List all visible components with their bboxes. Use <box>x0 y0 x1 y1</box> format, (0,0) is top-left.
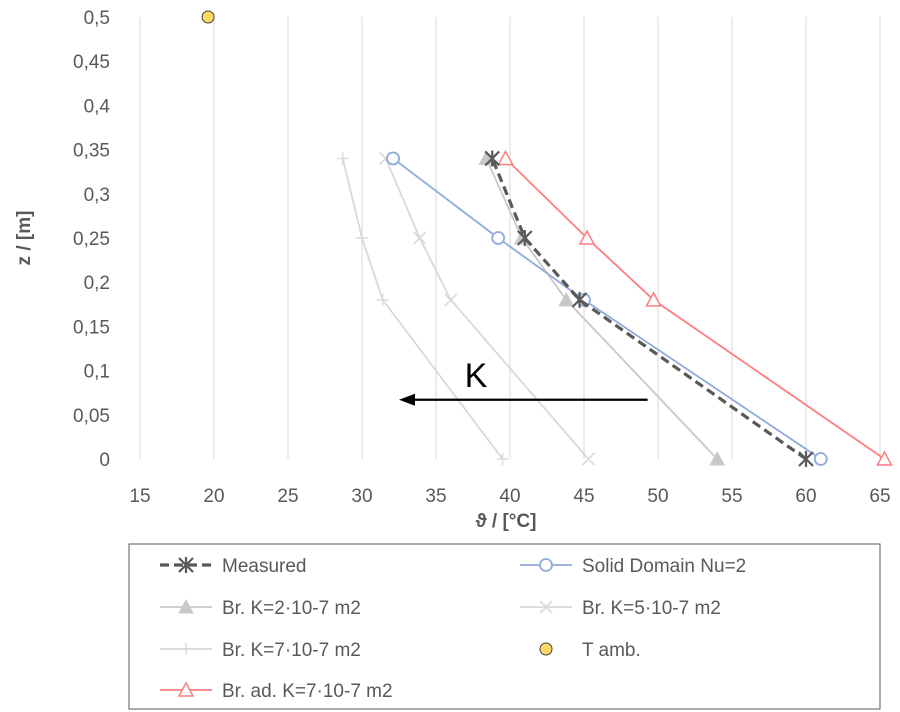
x-tick-label: 60 <box>795 486 816 507</box>
x-tick-label: 35 <box>425 486 446 507</box>
legend-swatch-marker <box>180 643 192 655</box>
legend-label: Measured <box>222 556 307 577</box>
x-tick-label: 50 <box>647 486 668 507</box>
annotation-label: K <box>465 357 488 395</box>
annotation-layer: K <box>399 357 648 406</box>
data-point <box>497 149 514 166</box>
legend-item: Measured <box>160 556 307 577</box>
legend-item: Br. K=2·10-7 m2 <box>160 598 361 619</box>
series-3 <box>379 151 596 466</box>
x-tick-label: 55 <box>721 486 742 507</box>
series-line <box>392 157 822 460</box>
data-point <box>356 232 368 244</box>
gridlines <box>139 17 881 459</box>
series-5 <box>201 10 215 24</box>
y-tick-label: 0,4 <box>84 96 111 117</box>
data-point <box>798 451 814 467</box>
data-point <box>645 291 662 307</box>
series-line <box>341 158 504 460</box>
x-tick-label: 20 <box>203 486 224 507</box>
legend-swatch-marker <box>178 557 194 573</box>
y-tick-label: 0,2 <box>84 273 110 294</box>
legend-swatch-marker <box>539 642 553 656</box>
y-tick-label: 0 <box>99 450 110 471</box>
legend-label: Br. K=7·10-7 m2 <box>222 640 361 661</box>
data-point <box>709 450 726 466</box>
data-point <box>376 293 389 306</box>
legend-swatch-marker <box>177 681 195 697</box>
legend-swatch-marker <box>539 600 553 614</box>
legend-label: Solid Domain Nu=2 <box>582 556 746 577</box>
series-line <box>485 158 718 460</box>
series-4 <box>336 152 509 465</box>
y-tick-label: 0,05 <box>73 406 110 427</box>
data-point <box>484 150 501 167</box>
series-line <box>384 158 590 460</box>
y-tick-labels: 0 0,05 0,1 0,15 0,2 0,25 0,3 0,35 0,4 0,45 0,5 <box>73 8 110 471</box>
series-1 <box>386 151 828 466</box>
legend-item: Br. K=7·10-7 m2 <box>160 640 361 661</box>
data-point <box>577 292 591 307</box>
y-tick-label: 0,15 <box>73 317 110 338</box>
y-axis-title: z / [m] <box>14 211 35 266</box>
legend-item: T amb. <box>539 640 641 661</box>
legend: Measured Solid Domain Nu=2 Br. K=2·10-7 m2… <box>128 543 881 710</box>
series-line <box>504 157 885 460</box>
series-layer <box>201 10 893 467</box>
data-point <box>581 452 596 466</box>
legend-swatch-marker <box>539 558 553 572</box>
legend-label: Br. ad. K=7·10-7 m2 <box>222 681 393 702</box>
data-point <box>876 450 893 466</box>
data-point <box>571 291 588 308</box>
data-point <box>336 152 349 165</box>
x-tick-label: 25 <box>277 486 298 507</box>
legend-item: Br. ad. K=7·10-7 m2 <box>160 681 393 702</box>
data-point <box>491 231 506 245</box>
y-tick-label: 0,3 <box>84 185 110 206</box>
data-point <box>813 452 828 466</box>
y-tick-label: 0,1 <box>84 362 110 383</box>
legend-label: T amb. <box>582 640 641 661</box>
data-point <box>201 10 215 24</box>
legend-item: Solid Domain Nu=2 <box>520 556 746 577</box>
data-point <box>517 230 533 246</box>
data-point <box>444 293 458 307</box>
data-point <box>413 231 427 245</box>
x-tick-label: 30 <box>351 486 372 507</box>
data-point <box>496 453 509 465</box>
x-tick-label: 15 <box>129 486 150 507</box>
y-tick-label: 0,45 <box>73 52 110 73</box>
series-line <box>490 157 807 461</box>
y-tick-label: 0,5 <box>84 8 110 29</box>
x-axis-title: ϑ / [°C] <box>476 511 537 532</box>
x-tick-labels: 15 20 25 30 35 40 45 50 55 60 65 <box>129 486 890 507</box>
x-tick-label: 65 <box>869 486 890 507</box>
x-tick-label: 40 <box>499 486 520 507</box>
legend-label: Br. K=2·10-7 m2 <box>222 598 361 619</box>
x-tick-label: 45 <box>573 486 594 507</box>
data-point <box>558 291 575 307</box>
legend-swatch-marker <box>178 598 194 614</box>
legend-box <box>128 543 881 710</box>
data-point <box>386 151 400 166</box>
legend-item: Br. K=5·10-7 m2 <box>520 598 721 619</box>
annotation-arrow-head <box>399 393 415 406</box>
series-6 <box>497 149 893 466</box>
legend-label: Br. K=5·10-7 m2 <box>582 598 721 619</box>
data-point <box>578 229 596 245</box>
series-0 <box>484 150 814 467</box>
series-2 <box>478 150 726 466</box>
y-tick-label: 0,25 <box>73 229 110 250</box>
y-tick-label: 0,35 <box>73 141 110 162</box>
